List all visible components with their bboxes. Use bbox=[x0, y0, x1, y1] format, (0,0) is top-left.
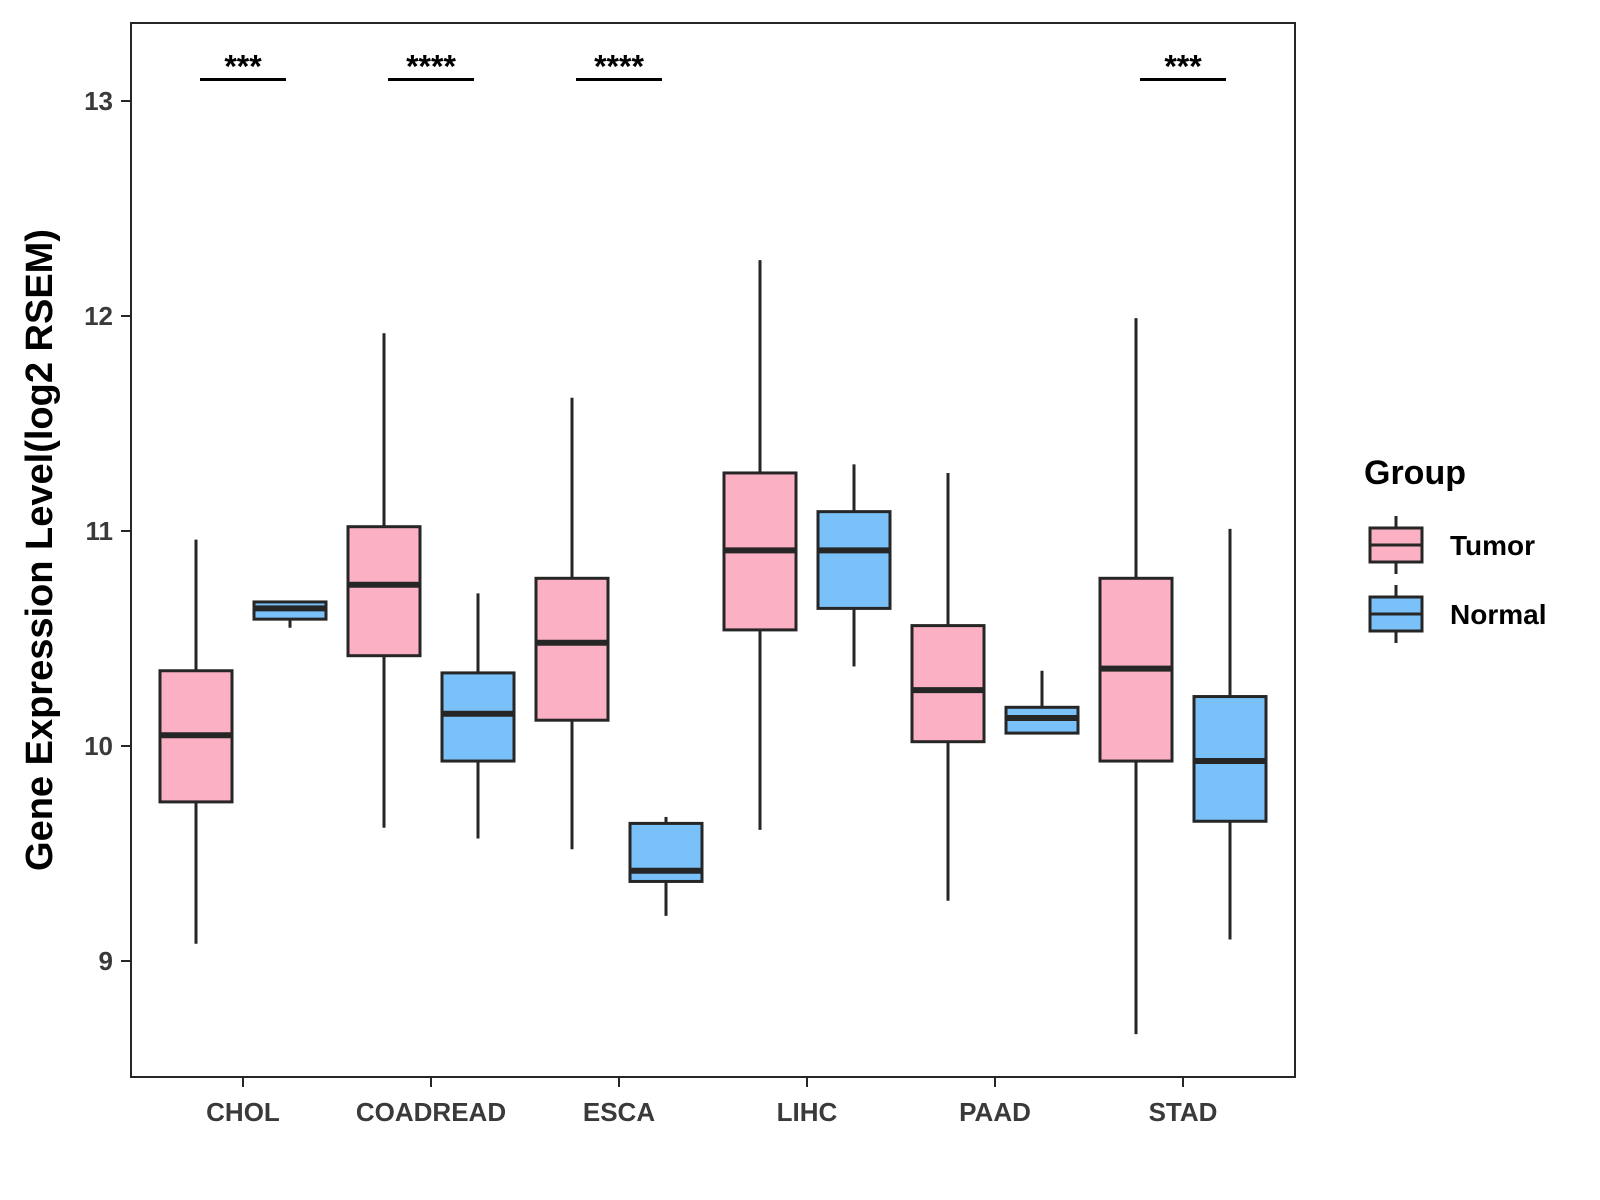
box-coadread-tumor bbox=[346, 333, 422, 828]
x-tick-label-stad: STAD bbox=[1149, 1097, 1218, 1127]
box-chol-normal bbox=[252, 600, 328, 628]
significance-label: **** bbox=[406, 49, 456, 85]
significance-stad: *** bbox=[1140, 49, 1226, 85]
significance-chol: *** bbox=[200, 49, 286, 85]
y-tick-label-13: 13 bbox=[84, 86, 113, 116]
box-lihc-normal bbox=[816, 464, 892, 667]
legend-item-tumor: Tumor bbox=[1368, 516, 1535, 574]
y-tick-label-9: 9 bbox=[99, 946, 113, 976]
box-stad-normal bbox=[1192, 528, 1268, 940]
box-chol-tumor bbox=[158, 539, 234, 944]
box-paad-normal bbox=[1004, 670, 1080, 735]
y-axis-title: Gene Expression Level(log2 RSEM) bbox=[19, 229, 61, 871]
box-paad-tumor bbox=[910, 472, 986, 901]
box-iqr bbox=[534, 576, 610, 722]
x-tick-label-paad: PAAD bbox=[959, 1097, 1031, 1127]
box-iqr bbox=[816, 510, 892, 610]
significance-layer: *** **** **** *** bbox=[200, 49, 1226, 85]
legend-label-tumor: Tumor bbox=[1450, 530, 1535, 561]
significance-label: **** bbox=[594, 49, 644, 85]
y-tick-label-11: 11 bbox=[86, 516, 114, 546]
legend-label-normal: Normal bbox=[1450, 599, 1546, 630]
box-coadread-normal bbox=[440, 593, 516, 839]
significance-esca: **** bbox=[576, 49, 662, 85]
x-tick-label-coadread: COADREAD bbox=[356, 1097, 506, 1127]
x-tick-label-esca: ESCA bbox=[583, 1097, 655, 1127]
box-iqr bbox=[910, 624, 986, 744]
y-tick-label-10: 10 bbox=[84, 731, 113, 761]
legend: Group Tumor Normal bbox=[1364, 454, 1546, 643]
plot-panel bbox=[130, 22, 1296, 1078]
box-iqr bbox=[346, 525, 422, 658]
x-axis: CHOL COADREAD ESCA LIHC PAAD STAD bbox=[206, 1077, 1217, 1127]
significance-label: *** bbox=[224, 49, 262, 85]
legend-item-normal: Normal bbox=[1368, 585, 1546, 643]
box-esca-normal bbox=[628, 816, 704, 916]
boxes-layer bbox=[158, 260, 1268, 1035]
y-tick-label-12: 12 bbox=[84, 301, 113, 331]
legend-title: Group bbox=[1364, 454, 1466, 492]
box-lihc-tumor bbox=[722, 260, 798, 830]
box-iqr bbox=[440, 671, 516, 763]
significance-label: *** bbox=[1164, 49, 1202, 85]
significance-coadread: **** bbox=[388, 49, 474, 85]
box-esca-tumor bbox=[534, 397, 610, 850]
x-tick-label-chol: CHOL bbox=[206, 1097, 280, 1127]
box-stad-tumor bbox=[1098, 318, 1174, 1035]
x-tick-label-lihc: LIHC bbox=[777, 1097, 838, 1127]
y-axis: 9 10 11 12 13 bbox=[84, 86, 131, 976]
